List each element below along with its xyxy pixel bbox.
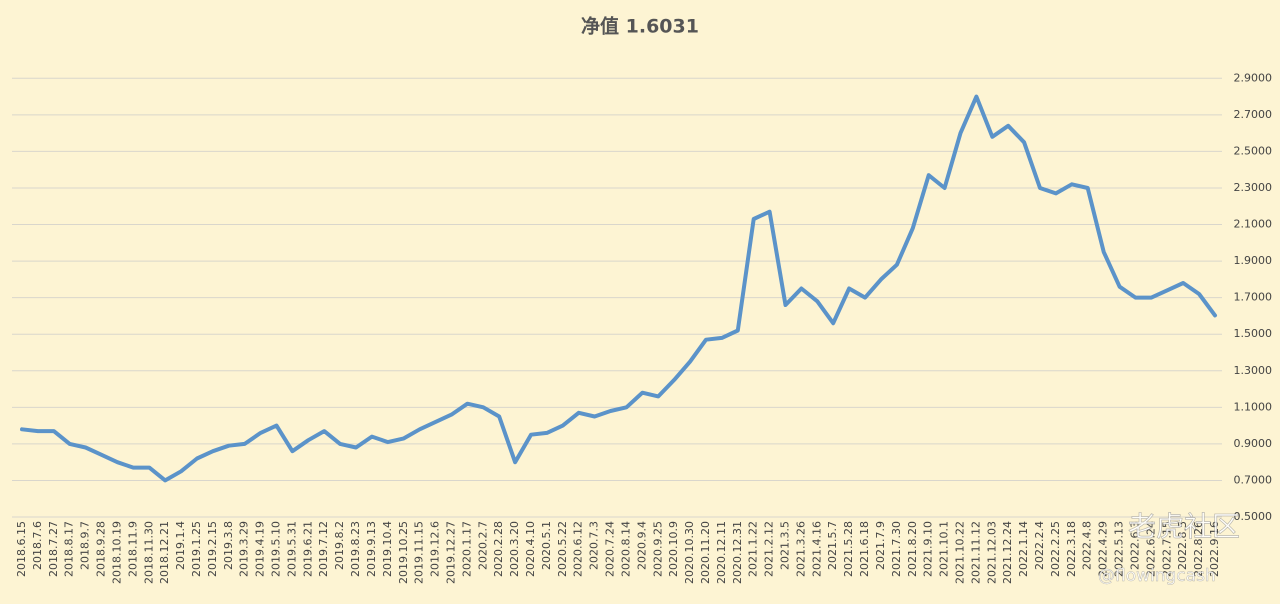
x-tick-label: 2020.4.10 xyxy=(524,521,537,577)
x-tick-label: 2020.5.22 xyxy=(556,521,569,577)
x-tick-label: 2022.1.14 xyxy=(1017,521,1030,577)
x-tick-label: 2022.7.15 xyxy=(1160,521,1173,577)
x-tick-label: 2022.4.8 xyxy=(1081,521,1094,570)
x-tick-label: 2020.12.31 xyxy=(731,521,744,584)
y-tick-label: 1.9000 xyxy=(1234,254,1273,267)
x-tick-label: 2018.7.27 xyxy=(47,521,60,577)
x-tick-label: 2021.5.28 xyxy=(842,521,855,577)
x-tick-label: 2022.5.13 xyxy=(1113,521,1126,577)
x-tick-label: 2018.12.21 xyxy=(158,521,171,584)
x-tick-label: 2020.8.14 xyxy=(619,521,632,577)
x-tick-label: 2020.10.30 xyxy=(683,521,696,584)
x-tick-label: 2018.11.9 xyxy=(126,521,139,577)
x-tick-label: 2021.8.20 xyxy=(906,521,919,577)
x-tick-label: 2022.2.25 xyxy=(1049,521,1062,577)
x-tick-label: 2021.10.1 xyxy=(938,521,951,577)
x-tick-label: 2018.9.28 xyxy=(95,521,108,577)
x-tick-label: 2018.7.6 xyxy=(31,521,44,570)
x-tick-label: 2019.10.4 xyxy=(381,521,394,577)
chart-title: 净值 1.6031 xyxy=(581,15,699,38)
x-tick-label: 2018.8.17 xyxy=(63,521,76,577)
line-series xyxy=(20,94,1217,483)
x-tick-label: 2022.8.26 xyxy=(1192,521,1205,577)
x-tick-label: 2019.4.19 xyxy=(254,521,267,577)
x-tick-label: 2019.11.15 xyxy=(413,521,426,584)
x-tick-label: 2019.1.25 xyxy=(190,521,203,577)
x-tick-label: 2019.9.13 xyxy=(365,521,378,577)
x-tick-label: 2019.12.6 xyxy=(429,521,442,577)
x-tick-label: 2022.6.3 xyxy=(1128,521,1141,570)
x-tick-label: 2022.4.29 xyxy=(1097,521,1110,577)
x-tick-label: 2021.12.24 xyxy=(1001,521,1014,584)
x-tick-label: 2021.9.10 xyxy=(922,521,935,577)
x-tick-label: 2019.1.4 xyxy=(174,521,187,570)
x-tick-label: 2021.3.26 xyxy=(794,521,807,577)
x-tick-label: 2018.6.15 xyxy=(15,521,28,577)
y-tick-label: 2.1000 xyxy=(1234,218,1273,231)
x-tick-label: 2020.9.4 xyxy=(635,521,648,570)
x-tick-label: 2019.3.8 xyxy=(222,521,235,570)
x-tick-label: 2022.3.18 xyxy=(1065,521,1078,577)
y-tick-label: 2.9000 xyxy=(1234,71,1273,84)
x-tick-label: 2021.7.30 xyxy=(890,521,903,577)
x-tick-label: 2021.5.7 xyxy=(826,521,839,570)
x-tick-label: 2018.11.30 xyxy=(142,521,155,584)
x-tick-label: 2021.10.22 xyxy=(953,521,966,584)
y-tick-label: 0.7000 xyxy=(1234,473,1273,486)
x-tick-label: 2020.5.1 xyxy=(540,521,553,570)
y-tick-label: 2.3000 xyxy=(1234,181,1273,194)
x-tick-label: 2020.12.11 xyxy=(715,521,728,584)
x-tick-label: 2021.1.22 xyxy=(747,521,760,577)
x-tick-label: 2020.2.28 xyxy=(492,521,505,577)
y-tick-label: 1.1000 xyxy=(1234,400,1273,413)
x-tick-label: 2021.3.5 xyxy=(779,521,792,570)
x-tick-label: 2021.2.12 xyxy=(763,521,776,577)
x-tick-label: 2020.7.3 xyxy=(588,521,601,570)
x-tick-label: 2020.10.9 xyxy=(667,521,680,577)
y-tick-label: 1.5000 xyxy=(1234,327,1273,340)
x-tick-label: 2020.7.24 xyxy=(604,521,617,577)
x-tick-label: 2021.6.18 xyxy=(858,521,871,577)
x-tick-label: 2021.7.9 xyxy=(874,521,887,570)
x-tick-label: 2018.9.7 xyxy=(79,521,92,570)
x-tick-label: 2021.12.03 xyxy=(985,521,998,584)
y-tick-label: 0.5000 xyxy=(1234,510,1273,523)
x-tick-label: 2019.7.12 xyxy=(317,521,330,577)
x-tick-label: 2019.6.21 xyxy=(301,521,314,577)
x-tick-label: 2022.6.24 xyxy=(1144,521,1157,577)
y-tick-label: 1.3000 xyxy=(1234,364,1273,377)
x-tick-label: 2018.10.19 xyxy=(110,521,123,584)
x-tick-label: 2022.8.5 xyxy=(1176,521,1189,570)
x-tick-label: 2022.2.4 xyxy=(1033,521,1046,570)
x-tick-label: 2020.1.17 xyxy=(460,521,473,577)
x-tick-label: 2019.5.31 xyxy=(285,521,298,577)
y-tick-label: 0.9000 xyxy=(1234,437,1273,450)
x-tick-label: 2019.2.15 xyxy=(206,521,219,577)
y-tick-label: 1.7000 xyxy=(1234,291,1273,304)
x-tick-label: 2022.9.16 xyxy=(1208,521,1221,577)
x-tick-label: 2019.8.2 xyxy=(333,521,346,570)
watermark-handle: @flowingcash xyxy=(1098,566,1216,586)
y-tick-label: 2.5000 xyxy=(1234,144,1273,157)
x-tick-label: 2020.2.7 xyxy=(476,521,489,570)
x-tick-label: 2019.5.10 xyxy=(270,521,283,577)
y-tick-label: 2.7000 xyxy=(1234,108,1273,121)
x-tick-label: 2020.9.25 xyxy=(651,521,664,577)
x-tick-label: 2019.10.25 xyxy=(397,521,410,584)
x-tick-label: 2019.12.27 xyxy=(444,521,457,584)
x-tick-label: 2021.11.12 xyxy=(969,521,982,584)
x-tick-label: 2019.8.23 xyxy=(349,521,362,577)
x-tick-label: 2020.6.12 xyxy=(572,521,585,577)
x-tick-label: 2019.3.29 xyxy=(238,521,251,577)
x-tick-label: 2020.11.20 xyxy=(699,521,712,584)
watermark: 老虎社区 xyxy=(1128,510,1240,543)
x-tick-label: 2020.3.20 xyxy=(508,521,521,577)
x-tick-label: 2021.4.16 xyxy=(810,521,823,577)
